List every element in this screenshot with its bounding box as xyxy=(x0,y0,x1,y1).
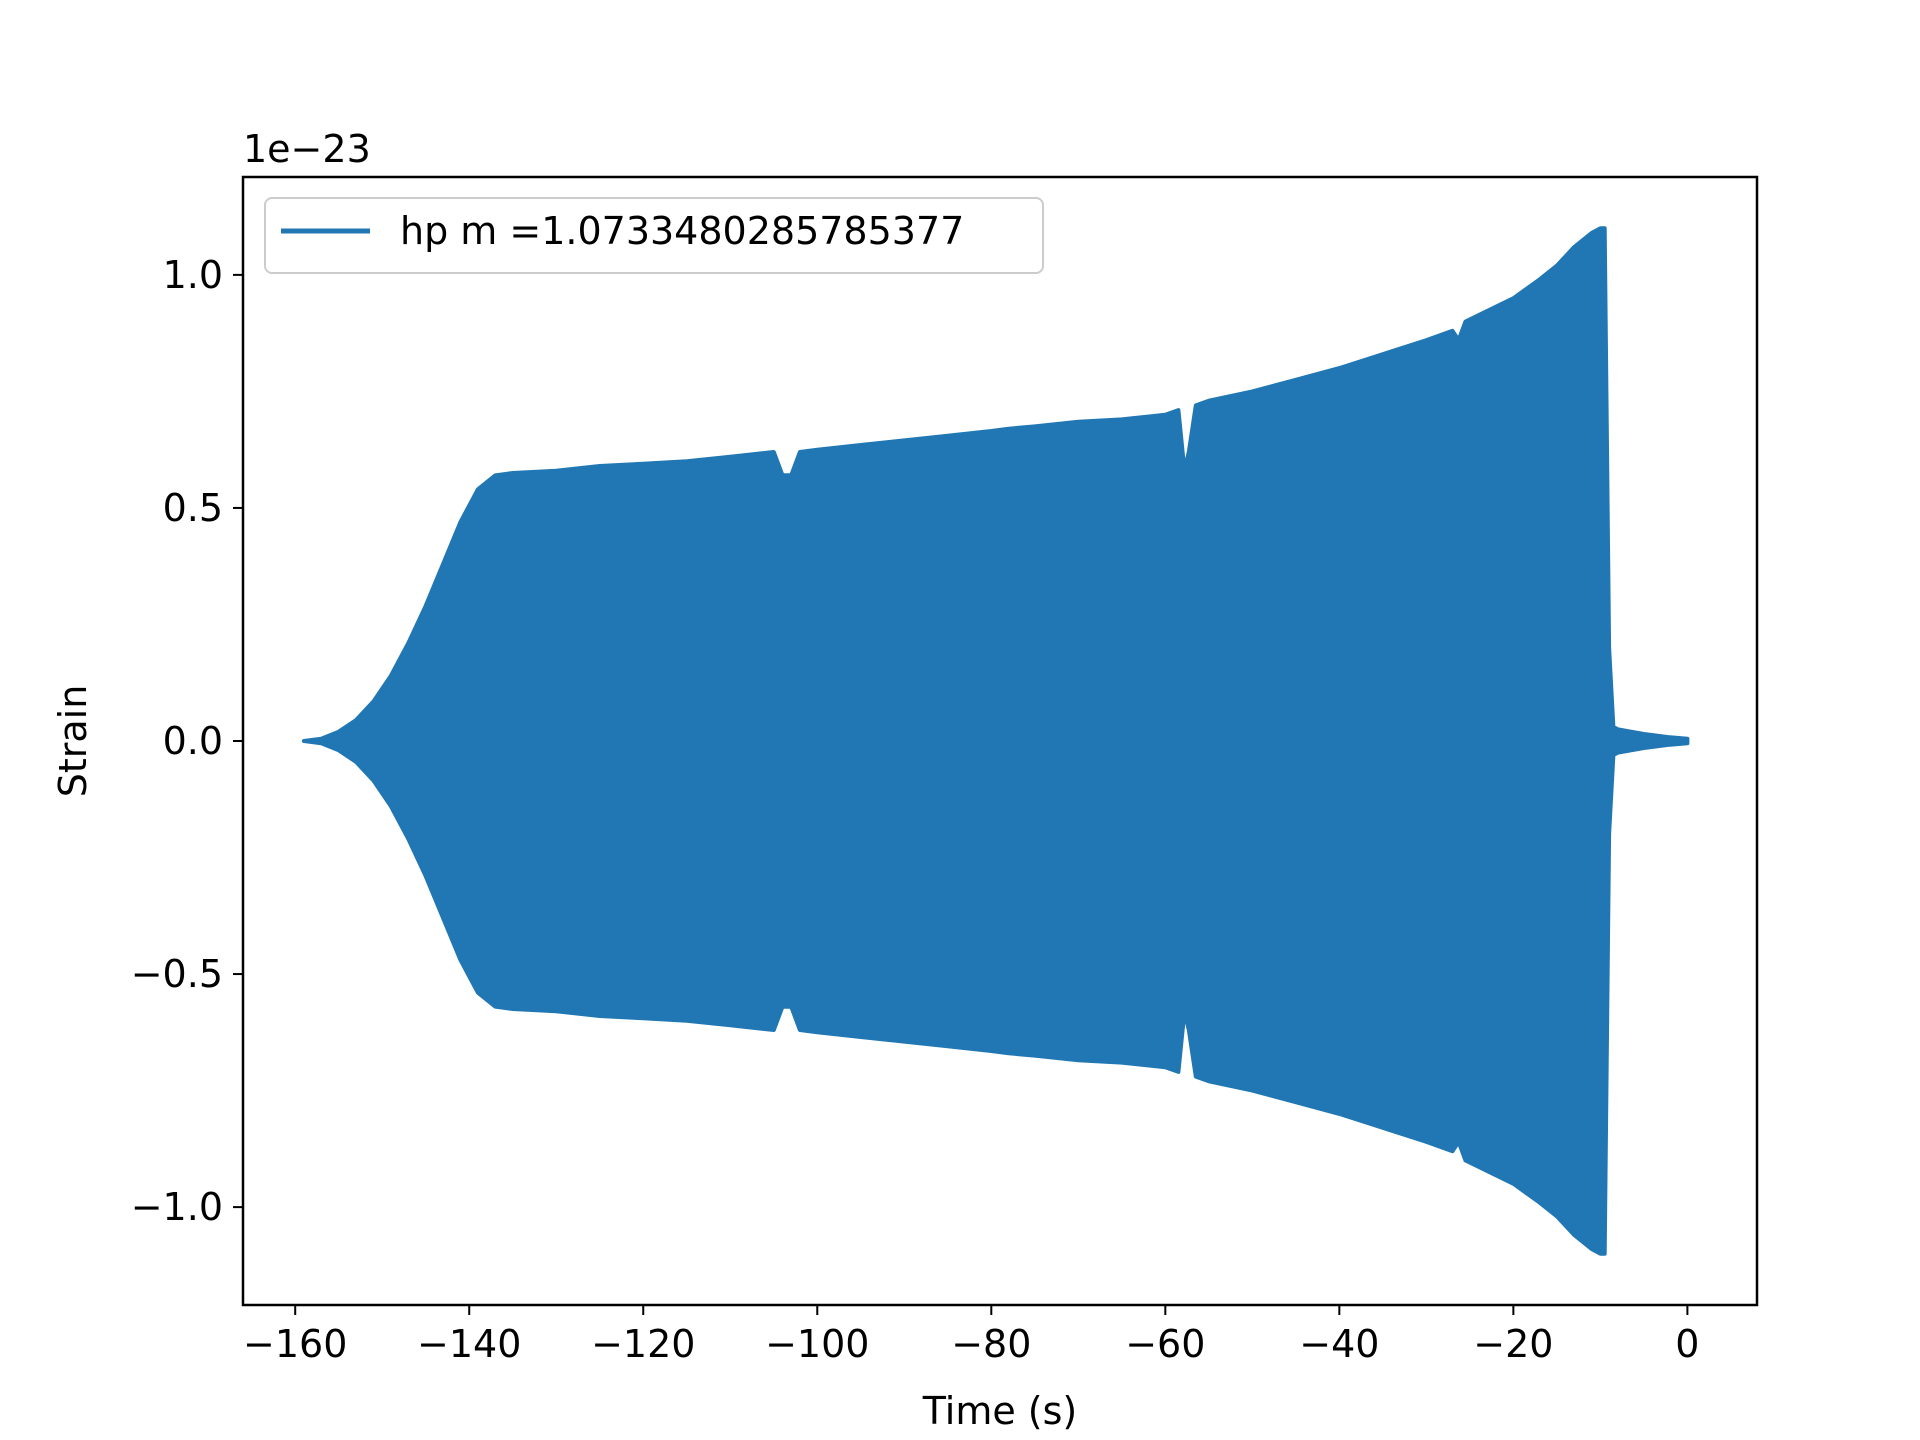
legend: hp m =1.0733480285785377 xyxy=(264,197,1044,274)
y-axis: −1.0 −0.5 0.0 0.5 1.0 xyxy=(131,253,243,1229)
x-axis-label: Time (s) xyxy=(922,1389,1078,1433)
y-tick-label: 0.0 xyxy=(163,719,223,763)
x-tick-label: −160 xyxy=(243,1322,347,1366)
y-tick-label: 1.0 xyxy=(163,253,223,297)
legend-box xyxy=(264,197,1044,274)
x-tick-label: −140 xyxy=(417,1322,521,1366)
y-tick-label: 0.5 xyxy=(163,486,223,530)
y-tick-label: −0.5 xyxy=(131,952,223,996)
x-tick-label: −20 xyxy=(1473,1322,1553,1366)
x-tick-label: −40 xyxy=(1299,1322,1379,1366)
x-tick-label: −80 xyxy=(951,1322,1031,1366)
plot-area xyxy=(301,226,1690,1256)
x-tick-label: −60 xyxy=(1125,1322,1205,1366)
y-tick-label: −1.0 xyxy=(131,1185,223,1229)
x-tick-label: −120 xyxy=(591,1322,695,1366)
x-tick-label: −100 xyxy=(765,1322,869,1366)
y-offset-label: 1e−23 xyxy=(243,127,371,171)
x-tick-label: 0 xyxy=(1675,1322,1699,1366)
legend-label: hp m =1.0733480285785377 xyxy=(400,209,964,253)
x-axis: −160 −140 −120 −100 −80 −60 −40 −20 0 xyxy=(243,1305,1699,1366)
y-axis-label: Strain xyxy=(51,685,95,798)
series-0-waveform xyxy=(301,226,1690,1256)
